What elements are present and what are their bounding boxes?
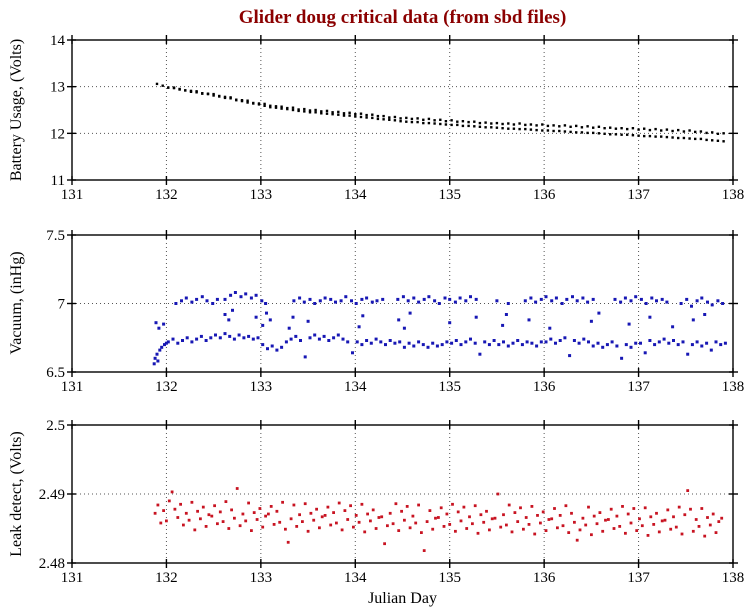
x-tick-label: 134: [344, 187, 367, 203]
figure-title: Glider doug critical data (from sbd file…: [238, 7, 567, 28]
x-tick-label: 136: [533, 570, 556, 586]
x-tick-label: 134: [344, 379, 367, 395]
y-tick-label: 13: [50, 80, 65, 96]
series-vacuum-lower-band: [166, 332, 727, 360]
y-tick-label: 6.5: [46, 365, 65, 381]
x-tick-label: 133: [250, 187, 273, 203]
series-leak-detect: [153, 487, 724, 552]
series-vacuum-start: [152, 321, 168, 366]
x-tick-label: 136: [533, 187, 556, 203]
subplot-3: 131 132 133 134 135 136 137 138 2.48 2.49 2.5: [39, 418, 745, 586]
series-battery-upper: [155, 82, 725, 135]
x-tick-label: 135: [438, 570, 461, 586]
x-tick-label: 138: [722, 570, 745, 586]
x-tick-label: 136: [533, 379, 556, 395]
subplot-1: 131 132 133 134 135 136 137 138 11 12 13 14: [50, 33, 744, 203]
x-tick-label: 131: [61, 570, 84, 586]
y-tick-label: 2.5: [46, 418, 65, 434]
series-vacuum-transition: [223, 308, 707, 330]
series-battery-lower: [167, 86, 725, 143]
leak-y-axis-label: Leak detect, (Volts): [8, 431, 25, 557]
x-axis-label: Julian Day: [368, 590, 437, 607]
y-tick-label: 7: [58, 297, 66, 313]
x-tick-label: 137: [627, 187, 650, 203]
x-tick-label: 132: [155, 379, 178, 395]
x-tick-label: 137: [627, 379, 650, 395]
subplot-2: 131 132 133 134 135 136 137 138 6.5 7 7.5: [46, 228, 744, 395]
y-tick-label: 2.48: [39, 556, 65, 572]
y-tick-label: 11: [51, 173, 65, 189]
x-tick-label: 137: [627, 570, 650, 586]
x-tick-label: 135: [438, 379, 461, 395]
x-tick-label: 133: [250, 379, 273, 395]
y-tick-label: 12: [50, 126, 65, 142]
vacuum-y-axis-label: Vacuum, (inHg): [8, 251, 25, 355]
x-tick-label: 138: [722, 379, 745, 395]
series-vacuum-upper-band: [174, 291, 725, 308]
y-tick-label: 7.5: [46, 228, 65, 244]
x-tick-label: 134: [344, 570, 367, 586]
x-tick-label: 131: [61, 187, 84, 203]
x-tick-label: 135: [438, 187, 461, 203]
x-tick-label: 131: [61, 379, 84, 395]
battery-y-axis-label: Battery Usage, (Volts): [8, 38, 25, 182]
x-tick-label: 132: [155, 570, 178, 586]
y-tick-label: 14: [50, 33, 66, 49]
x-tick-label: 132: [155, 187, 178, 203]
x-tick-label: 133: [250, 570, 273, 586]
y-tick-label: 2.49: [39, 487, 65, 503]
x-tick-label: 138: [722, 187, 745, 203]
